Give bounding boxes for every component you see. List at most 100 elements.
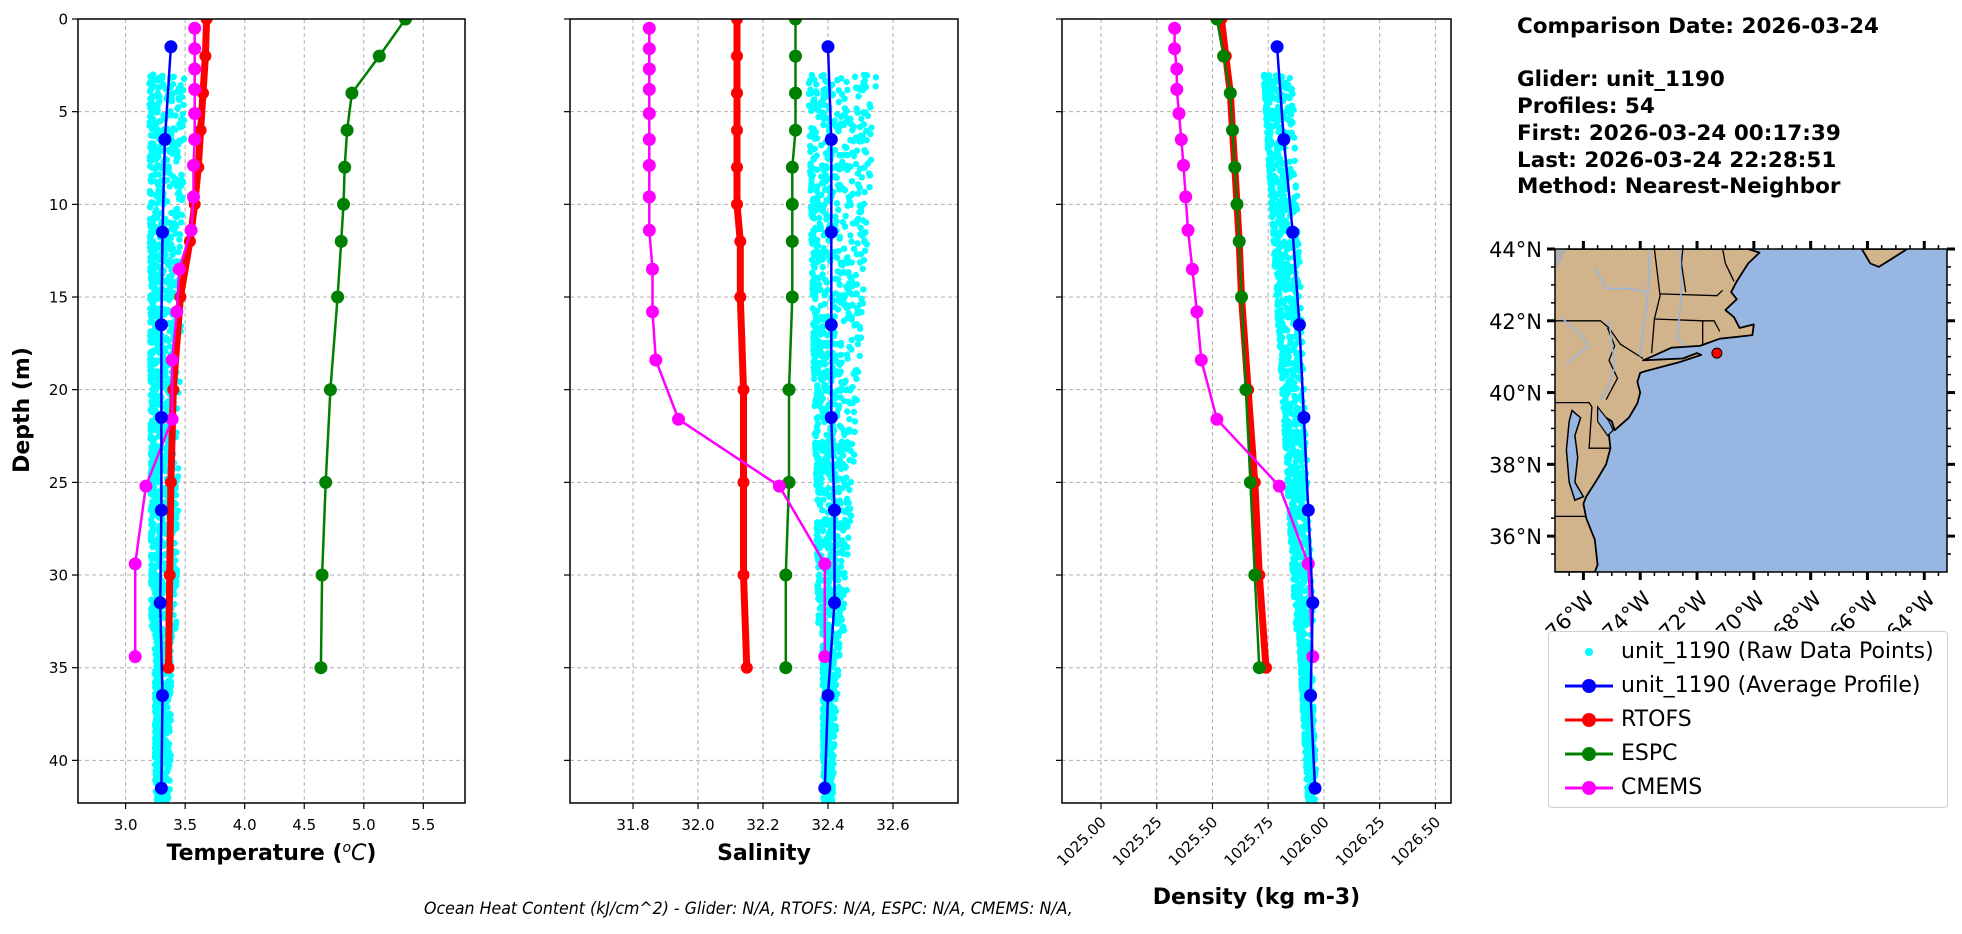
raw-data-point	[816, 539, 823, 546]
raw-data-point	[854, 334, 861, 341]
raw-data-point	[820, 180, 827, 187]
raw-data-point	[154, 652, 162, 659]
raw-data-point	[856, 202, 864, 209]
raw-data-point	[167, 108, 174, 115]
raw-data-point	[819, 263, 826, 271]
raw-data-point	[1287, 121, 1295, 128]
raw-data-point	[850, 245, 858, 253]
raw-data-point	[813, 359, 820, 367]
raw-data-point	[843, 269, 850, 276]
raw-data-point	[837, 339, 845, 347]
map-area	[1555, 249, 1947, 572]
raw-data-point	[1292, 620, 1300, 627]
raw-data-point	[149, 617, 156, 624]
raw-data-point	[827, 705, 834, 712]
raw-data-point	[1288, 111, 1295, 118]
raw-data-point	[861, 188, 868, 196]
data-point	[1272, 479, 1286, 493]
raw-data-point	[1295, 546, 1303, 553]
raw-data-point	[1275, 128, 1282, 136]
data-point	[1170, 62, 1184, 76]
raw-data-point	[854, 309, 861, 317]
x-tick-label: 32.0	[681, 816, 714, 834]
raw-data-point	[165, 219, 173, 226]
raw-data-point	[1297, 283, 1304, 291]
raw-data-point	[161, 372, 168, 379]
raw-data-point	[1281, 430, 1289, 437]
raw-data-point	[839, 112, 846, 120]
raw-data-point	[814, 166, 821, 173]
raw-data-point	[164, 245, 172, 252]
data-point	[824, 411, 838, 424]
data-point	[672, 412, 685, 426]
raw-data-point	[815, 486, 822, 493]
raw-data-point	[150, 119, 157, 126]
raw-data-point	[812, 275, 819, 282]
raw-data-point	[166, 343, 174, 350]
series-cmems	[128, 21, 202, 664]
data-point	[642, 82, 656, 96]
series-cmems	[1168, 21, 1320, 664]
raw-data-point	[167, 672, 175, 679]
data-point	[642, 42, 656, 56]
raw-data-point	[820, 674, 828, 681]
raw-data-point	[1301, 578, 1308, 585]
raw-data-point	[166, 786, 173, 793]
raw-data-point	[148, 349, 155, 356]
x-tick-label: 32.6	[876, 816, 909, 834]
data-point	[156, 225, 169, 239]
raw-data-point	[844, 439, 851, 446]
raw-data-point	[147, 223, 154, 230]
raw-data-point	[839, 476, 846, 483]
raw-data-point	[171, 220, 178, 227]
state-border	[1555, 320, 1644, 360]
raw-data-point	[151, 753, 159, 760]
raw-data-point	[1303, 542, 1310, 549]
raw-data-point	[834, 111, 841, 118]
data-point	[642, 62, 656, 76]
raw-data-point	[835, 583, 842, 591]
raw-data-point	[821, 374, 828, 381]
x-tick-label: 1026.00	[1276, 813, 1333, 870]
raw-data-point	[854, 240, 861, 247]
data-point	[340, 123, 354, 137]
raw-data-point	[1302, 647, 1310, 654]
raw-data-point	[163, 796, 171, 803]
raw-data-point	[1281, 285, 1288, 293]
raw-data-point	[815, 103, 823, 110]
raw-data-point	[167, 233, 175, 241]
raw-data-point	[149, 71, 157, 78]
raw-data-point	[863, 127, 870, 134]
raw-data-point	[1305, 661, 1312, 668]
raw-data-point	[844, 86, 851, 94]
raw-data-point	[147, 144, 154, 151]
raw-data-point	[151, 679, 159, 686]
raw-data-point	[149, 338, 157, 345]
data-point	[782, 383, 796, 397]
raw-data-point	[1275, 273, 1282, 281]
raw-data-point	[149, 421, 156, 428]
raw-data-point	[1299, 706, 1307, 714]
raw-data-point	[1298, 462, 1306, 470]
data-point	[646, 262, 659, 276]
river	[1560, 316, 1591, 365]
data-point	[199, 50, 212, 63]
raw-data-point	[866, 172, 874, 179]
raw-data-point	[860, 286, 867, 293]
raw-data-point	[860, 121, 868, 128]
raw-data-point	[853, 281, 861, 288]
raw-data-point	[168, 278, 175, 285]
raw-data-point	[1297, 524, 1304, 531]
raw-data-point	[170, 226, 178, 233]
raw-data-point	[1275, 123, 1282, 131]
raw-data-point	[836, 281, 843, 288]
raw-data-point	[851, 73, 859, 81]
data-point	[818, 781, 832, 795]
raw-data-point	[1278, 278, 1286, 285]
raw-data-point	[841, 520, 849, 527]
raw-data-point	[824, 404, 831, 412]
raw-data-point	[816, 520, 823, 528]
data-point	[1174, 133, 1188, 146]
data-point	[334, 234, 348, 248]
data-point	[188, 133, 202, 146]
